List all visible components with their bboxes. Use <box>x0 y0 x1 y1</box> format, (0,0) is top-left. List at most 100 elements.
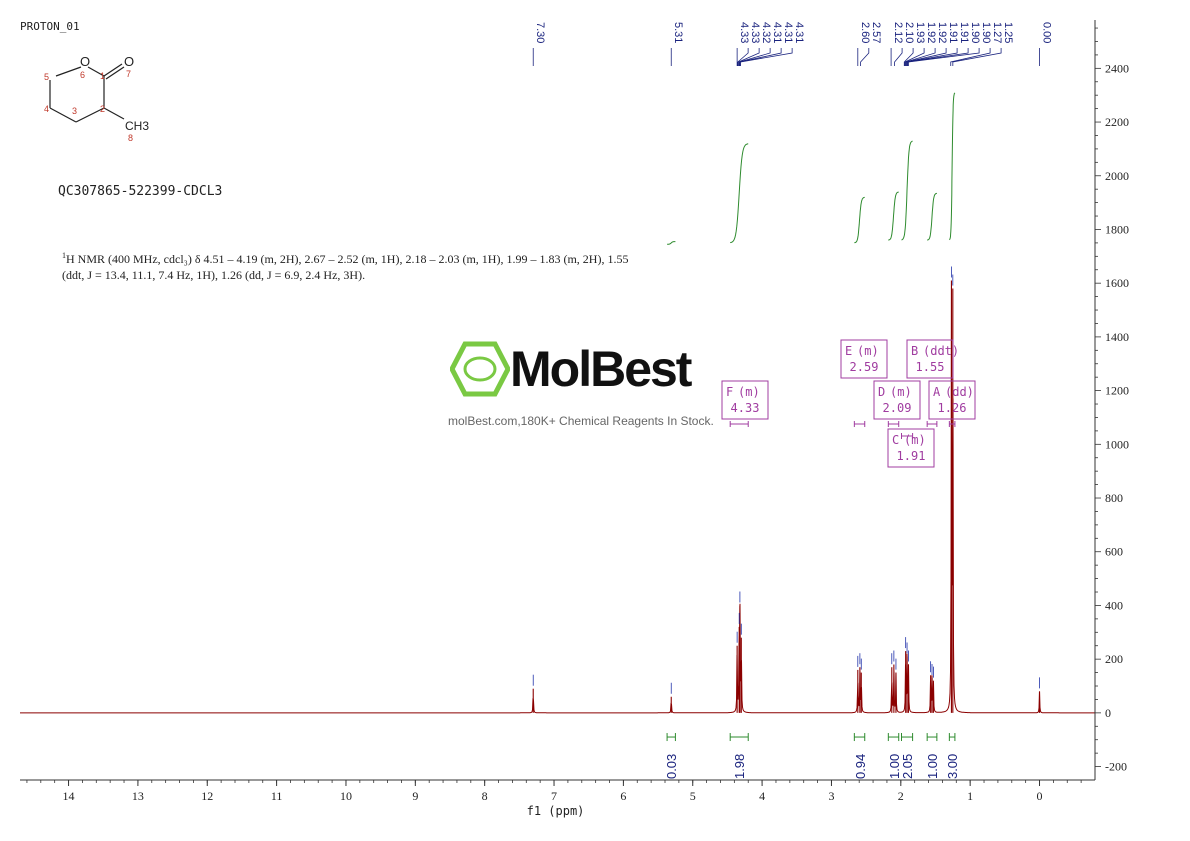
peak-label: 4.33 <box>738 22 750 43</box>
y-tick-label: 600 <box>1105 545 1123 559</box>
peak-label-connector <box>907 48 969 66</box>
peak-label: 4.31 <box>782 22 794 43</box>
peak-label: 1.90 <box>969 22 981 43</box>
peak-label: 7.30 <box>534 22 546 43</box>
peak-label-connector <box>903 48 914 66</box>
peak-label-connector <box>905 48 947 66</box>
multiplet-shift: 1.91 <box>897 449 926 463</box>
multiplet-box <box>887 428 935 468</box>
multiplet-letter: A <box>933 385 941 399</box>
integral-value: 3.00 <box>945 754 960 779</box>
integral-curve <box>901 140 913 241</box>
watermark-logo-icon <box>450 341 510 397</box>
peak-label: 4.32 <box>760 22 772 43</box>
peak-label: 1.91 <box>958 22 970 43</box>
y-tick-label: 2000 <box>1105 169 1129 183</box>
nmr-description: 1H NMR (400 MHz, cdcl₃) δ 4.51 – 4.19 (m… <box>62 248 632 283</box>
y-tick-label: 0 <box>1105 706 1111 720</box>
multiplet-letter: F <box>726 385 733 399</box>
integral-value: 0.94 <box>853 754 868 779</box>
y-tick-label: 2400 <box>1105 61 1129 75</box>
y-tick-label: 1800 <box>1105 222 1129 236</box>
x-tick-label: 12 <box>201 789 213 803</box>
x-tick-label: 10 <box>340 789 352 803</box>
multiplet-type: (dd) <box>945 385 974 399</box>
x-tick-label: 1 <box>967 789 973 803</box>
multiplet-box <box>873 380 921 420</box>
x-tick-label: 0 <box>1037 789 1043 803</box>
peak-label: 1.93 <box>914 22 926 43</box>
peak-label-connector <box>904 48 925 66</box>
atom-number-5: 5 <box>44 72 49 82</box>
multiplet-letter: C <box>892 433 899 447</box>
peak-label-connector <box>952 48 1002 66</box>
integral-curve <box>888 191 899 241</box>
multiplet-letter: D <box>878 385 885 399</box>
peak-label: 1.27 <box>991 22 1003 43</box>
sample-label: QC307865-522399-CDCL3 <box>58 184 223 199</box>
y-tick-label: 1400 <box>1105 330 1129 344</box>
multiplet-box <box>840 339 888 379</box>
y-tick-label: 400 <box>1105 598 1123 612</box>
integral-curve <box>667 241 676 245</box>
x-tick-label: 4 <box>759 789 765 803</box>
watermark-tagline: molBest.com,180K+ Chemical Reagents In S… <box>448 414 714 428</box>
peak-label: 2.60 <box>859 22 871 43</box>
peak-label: 1.25 <box>1002 22 1014 43</box>
atom-number-4: 4 <box>44 104 49 114</box>
integral-curve <box>854 196 865 244</box>
peak-label: 1.92 <box>925 22 937 43</box>
watermark-brand: MolBest <box>510 341 692 397</box>
peak-label: 5.31 <box>672 22 684 43</box>
molecule-structure: O O CH3 1 2 3 4 5 6 7 8 <box>44 54 149 143</box>
y-tick-label: 200 <box>1105 652 1123 666</box>
integral-value: 1.00 <box>925 754 940 779</box>
multiplet-type: (ddt) <box>923 344 959 358</box>
peak-label: 0.00 <box>1041 22 1053 43</box>
multiplet-box <box>928 380 976 420</box>
x-tick-label: 11 <box>271 789 283 803</box>
spectrum-trace <box>20 284 1095 714</box>
multiplet-shift: 2.59 <box>850 360 879 374</box>
atom-number-3: 3 <box>72 106 77 116</box>
peak-label: 1.91 <box>947 22 959 43</box>
atom-number-8: 8 <box>128 133 133 143</box>
multiplet-shift: 2.09 <box>883 401 912 415</box>
peak-label: 4.31 <box>793 22 805 43</box>
experiment-label: PROTON_01 <box>20 20 80 33</box>
peak-label: 2.57 <box>870 22 882 43</box>
peak-label: 1.92 <box>936 22 948 43</box>
nmr-description-superscript: 1 <box>62 251 66 260</box>
peak-label-connector <box>905 48 936 66</box>
nmr-description-text: H NMR (400 MHz, cdcl₃) δ 4.51 – 4.19 (m,… <box>62 252 629 282</box>
peak-label-connector <box>739 48 782 66</box>
peak-label: 2.10 <box>903 22 915 43</box>
x-tick-label: 5 <box>690 789 696 803</box>
x-tick-label: 8 <box>482 789 488 803</box>
integral-value: 0.03 <box>664 754 679 779</box>
ring-oxygen-label: O <box>80 54 90 69</box>
y-tick-label: -200 <box>1105 760 1127 774</box>
x-tick-label: 9 <box>412 789 418 803</box>
peak-label-connector <box>894 48 903 66</box>
methyl-label: CH3 <box>125 119 149 133</box>
peak-label-connector <box>908 48 980 66</box>
y-tick-label: 800 <box>1105 491 1123 505</box>
atom-number-7: 7 <box>126 69 131 79</box>
multiplet-shift: 1.26 <box>938 401 967 415</box>
x-tick-label: 14 <box>63 789 75 803</box>
integral-curve <box>949 92 956 241</box>
x-tick-label: 6 <box>620 789 626 803</box>
integral-curve <box>730 143 749 244</box>
carbonyl-oxygen-label: O <box>124 54 134 69</box>
peak-label-connector <box>860 48 870 66</box>
multiplet-shift: 1.55 <box>916 360 945 374</box>
peak-label: 1.90 <box>980 22 992 43</box>
atom-number-6: 6 <box>80 70 85 80</box>
integral-value: 1.00 <box>887 754 902 779</box>
x-tick-label: 13 <box>132 789 144 803</box>
peak-label-connector <box>906 48 958 66</box>
peak-label: 4.31 <box>771 22 783 43</box>
multiplet-type: (m) <box>904 433 926 447</box>
y-tick-label: 2200 <box>1105 115 1129 129</box>
